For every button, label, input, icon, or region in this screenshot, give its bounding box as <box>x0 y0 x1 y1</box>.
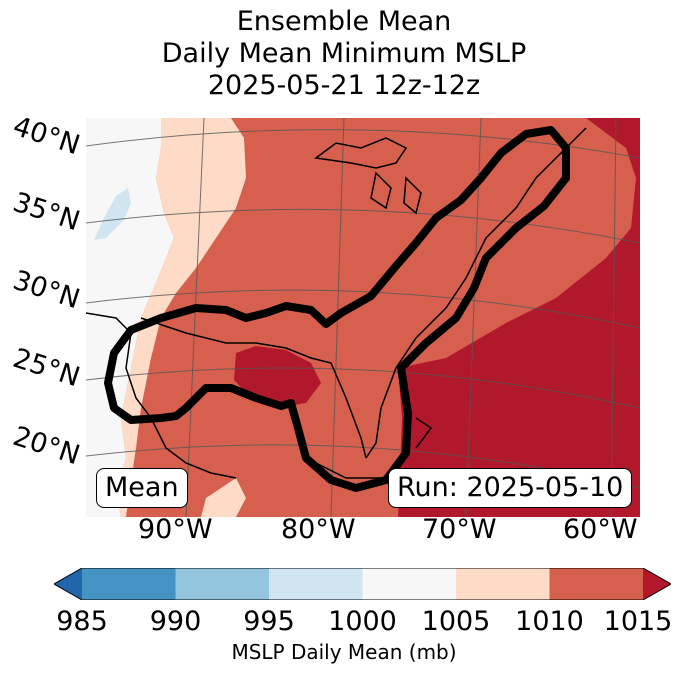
gridline-25n <box>86 367 640 409</box>
contour-outline <box>104 126 570 492</box>
colorbar-bin-990-995 <box>175 568 269 600</box>
gridline-35n <box>86 208 640 244</box>
coastlines <box>86 127 587 499</box>
lat-label-25n: 25°N <box>9 342 84 394</box>
lat-label-20n: 20°N <box>9 420 84 472</box>
lat-label-40n: 40°N <box>9 110 84 162</box>
title-line-1: Ensemble Mean <box>236 6 452 37</box>
colorbar-bin-1010-1015 <box>549 568 643 600</box>
colorbar-extend-low <box>54 568 82 600</box>
mean-label-box: Mean <box>96 468 188 508</box>
title-line-2: Daily Mean Minimum MSLP <box>161 38 527 69</box>
lon-label-90w: 90°W <box>138 514 213 545</box>
lon-label-70w: 70°W <box>422 514 497 545</box>
lat-label-30n: 30°N <box>9 264 84 316</box>
colorbar-label: MSLP Daily Mean (mb) <box>231 640 457 664</box>
mslp-field-1005 <box>116 118 246 517</box>
gridline-90w <box>185 118 205 517</box>
colorbar-tick-1010: 1010 <box>515 606 584 637</box>
mslp-field-1015-east <box>398 118 640 517</box>
lon-label-80w: 80°W <box>281 514 356 545</box>
colorbar-bin-995-1000 <box>269 568 363 600</box>
colorbar-tick-995: 995 <box>243 606 295 637</box>
colorbar-bin-985-990 <box>82 568 176 600</box>
gridline-60w <box>610 118 617 517</box>
colorbar-tick-1015: 1015 <box>603 606 673 637</box>
mslp-field-1005-south <box>201 478 246 517</box>
gridline-30n <box>86 289 640 329</box>
colorbar-tick-1005: 1005 <box>421 606 491 637</box>
mslp-field-1015-gulf <box>234 346 321 408</box>
colorbar-extend-high <box>643 568 671 600</box>
colorbar-tick-985: 985 <box>56 606 108 637</box>
run-date-box: Run: 2025-05-10 <box>388 468 633 508</box>
title-line-3: 2025-05-21 12z-12z <box>207 70 481 101</box>
colorbar-tick-990: 990 <box>149 606 202 637</box>
lat-label-35n: 35°N <box>9 186 84 238</box>
lon-label-60w: 60°W <box>563 514 638 545</box>
colorbar-tick-1000: 1000 <box>328 606 397 637</box>
mslp-field-995 <box>94 188 131 240</box>
colorbar-bin-1000-1005 <box>362 568 456 600</box>
colorbar <box>54 568 671 600</box>
map-plot <box>86 118 640 517</box>
colorbar-bin-1005-1010 <box>456 568 550 600</box>
